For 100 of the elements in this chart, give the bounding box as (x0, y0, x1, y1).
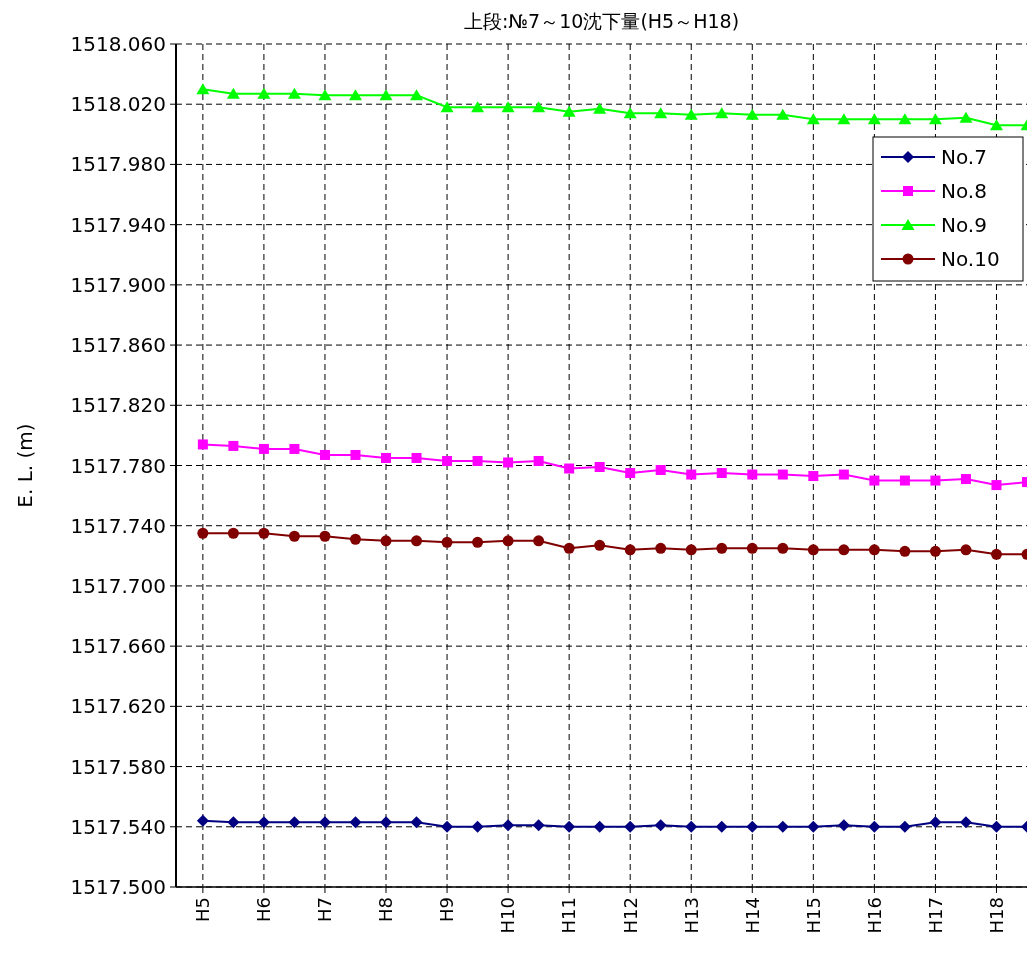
point (533, 455, 544, 466)
point (257, 87, 271, 99)
point (501, 101, 515, 113)
point (563, 820, 576, 833)
x-tick-label: H12 (619, 897, 641, 934)
point (747, 469, 758, 480)
point (746, 542, 758, 554)
point (228, 440, 239, 451)
point (929, 816, 942, 829)
point (502, 819, 515, 832)
point (257, 816, 270, 829)
point (562, 105, 576, 117)
point (715, 107, 729, 119)
point (959, 816, 972, 829)
point (258, 443, 269, 454)
point (685, 820, 698, 833)
y-tick-label: 1517.940 (70, 212, 166, 237)
x-tick-label: H11 (558, 897, 580, 934)
point (867, 113, 881, 125)
point (471, 101, 485, 113)
point (991, 480, 1002, 491)
point (197, 439, 208, 450)
point (899, 475, 910, 486)
point (654, 819, 667, 832)
legend-label: No.10 (941, 247, 1000, 271)
point (471, 820, 484, 833)
point (655, 542, 667, 554)
point (318, 816, 331, 829)
y-tick-label: 1518.020 (70, 92, 166, 117)
legend-label: No.7 (941, 145, 987, 169)
point (197, 527, 209, 539)
x-tick-label: H14 (741, 897, 763, 934)
point (989, 119, 1003, 131)
point (868, 820, 881, 833)
point (838, 469, 849, 480)
y-tick-label: 1518.060 (70, 32, 166, 56)
point (502, 535, 514, 547)
point (319, 530, 331, 542)
point (716, 468, 727, 479)
point (929, 545, 941, 557)
point (685, 544, 697, 556)
point (959, 111, 973, 123)
x-tick-label: H13 (680, 897, 702, 934)
y-tick-label: 1517.580 (70, 754, 166, 779)
point (532, 101, 546, 113)
point (410, 816, 423, 829)
point (745, 108, 759, 120)
point (288, 816, 301, 829)
point (258, 527, 270, 539)
point (472, 455, 483, 466)
point (868, 544, 880, 556)
point (807, 820, 820, 833)
point (441, 820, 454, 833)
legend-label: No.9 (941, 213, 987, 237)
x-tick-label: H7 (314, 897, 336, 922)
point (380, 535, 392, 547)
y-tick-label: 1517.900 (70, 272, 166, 297)
point (380, 816, 392, 829)
x-tick-label: H15 (802, 897, 824, 934)
point (319, 449, 330, 460)
point (625, 468, 636, 479)
point (716, 542, 728, 554)
point (777, 542, 789, 554)
x-tick-label: H9 (436, 897, 458, 922)
point (898, 113, 912, 125)
point (837, 113, 851, 125)
point (410, 89, 424, 101)
point (350, 449, 361, 460)
point (715, 820, 728, 833)
point (624, 820, 637, 833)
y-tick-label: 1517.860 (70, 333, 166, 358)
point (960, 544, 972, 556)
y-tick-label: 1517.980 (70, 152, 166, 177)
point (746, 820, 759, 833)
point (686, 469, 697, 480)
point (288, 530, 300, 542)
point (196, 83, 210, 95)
point (899, 545, 911, 557)
point (594, 539, 606, 551)
x-tick-label: H5 (192, 897, 214, 922)
point (655, 465, 666, 476)
point (594, 462, 605, 473)
point (318, 89, 332, 101)
point (563, 542, 575, 554)
point (837, 819, 850, 832)
point (533, 535, 545, 547)
point (442, 455, 453, 466)
y-tick-label: 1517.620 (70, 694, 166, 719)
y-tick-label: 1517.740 (70, 513, 166, 538)
point (898, 820, 911, 833)
point (838, 544, 850, 556)
y-tick-label: 1517.500 (70, 875, 166, 899)
point (807, 544, 819, 556)
y-tick-label: 1517.660 (70, 634, 166, 659)
point (624, 544, 636, 556)
point (440, 101, 454, 113)
point (227, 816, 240, 829)
point (381, 452, 391, 463)
point (960, 474, 971, 485)
point (289, 443, 300, 454)
